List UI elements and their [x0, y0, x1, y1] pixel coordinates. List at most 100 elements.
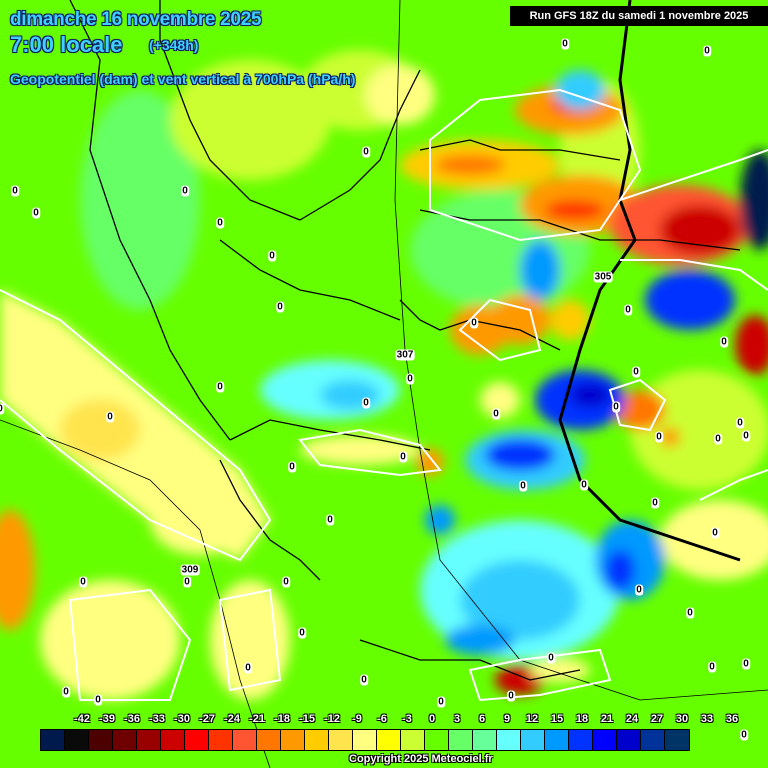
- coastline-thick: [558, 0, 741, 562]
- parameter-title: Geopotentiel (dam) et vent vertical à 70…: [10, 71, 356, 87]
- zero-label: 0: [183, 576, 191, 588]
- country-borders: [69, 0, 741, 681]
- zero-label: 0: [244, 662, 252, 674]
- zero-label: 0: [326, 514, 334, 526]
- legend-swatch: [329, 730, 353, 750]
- zero-label: 0: [268, 250, 276, 262]
- legend-tick: -27: [199, 713, 215, 725]
- zero-label: 0: [740, 729, 748, 741]
- zero-label: 0: [632, 366, 640, 378]
- legend-swatch: [353, 730, 377, 750]
- zero-label: 0: [561, 38, 569, 50]
- legend-swatch: [137, 730, 161, 750]
- legend-swatch: [281, 730, 305, 750]
- contour-label-309: 309: [180, 564, 200, 576]
- legend-swatch: [545, 730, 569, 750]
- legend-tick: -9: [352, 713, 362, 725]
- run-info-banner: Run GFS 18Z du samedi 1 novembre 2025: [510, 6, 768, 26]
- legend-tick: -33: [149, 713, 165, 725]
- legend-swatch: [65, 730, 89, 750]
- zero-label: 0: [655, 431, 663, 443]
- zero-label: 0: [11, 185, 19, 197]
- forecast-date: dimanche 16 novembre 2025: [10, 9, 262, 30]
- legend-tick: 30: [675, 713, 689, 725]
- zero-label: 0: [507, 690, 515, 702]
- legend-tick: 33: [700, 713, 714, 725]
- legend-swatch: [377, 730, 401, 750]
- legend-swatch: [401, 730, 425, 750]
- legend-swatch: [41, 730, 65, 750]
- zero-label: 0: [736, 417, 744, 429]
- legend-tick: -12: [324, 713, 340, 725]
- legend-tick: -24: [224, 713, 240, 725]
- zero-label: 0: [703, 45, 711, 57]
- legend-swatch: [185, 730, 209, 750]
- zero-label: 0: [437, 696, 445, 708]
- zero-label: 0: [216, 381, 224, 393]
- zero-label: 0: [282, 576, 290, 588]
- legend-tick: -39: [99, 713, 115, 725]
- zero-label: 0: [635, 584, 643, 596]
- zero-label: 0: [362, 397, 370, 409]
- legend-swatch: [473, 730, 497, 750]
- legend-tick: 24: [625, 713, 639, 725]
- zero-label: 0: [79, 576, 87, 588]
- legend-swatch: [497, 730, 521, 750]
- zero-label: 0: [742, 658, 750, 670]
- zero-label: 0: [362, 146, 370, 158]
- legend-tick: -3: [402, 713, 412, 725]
- legend-tick: -30: [174, 713, 190, 725]
- zero-label: 0: [32, 207, 40, 219]
- lead-time: (+348h): [149, 37, 199, 53]
- legend-swatch: [305, 730, 329, 750]
- legend-tick: -21: [249, 713, 265, 725]
- legend-ticks: -42 -39 -36 -33 -30 -27 -24 -21 -18 -15 -12 -9 -6 -3 0…: [40, 713, 740, 727]
- legend-tick: 27: [650, 713, 664, 725]
- zero-label: 0: [547, 652, 555, 664]
- contour-label-305: 305: [593, 271, 613, 283]
- legend-swatch: [161, 730, 185, 750]
- zero-label: 0: [106, 411, 114, 423]
- forecast-time: 7:00 locale: [10, 32, 123, 57]
- legend-swatch: [209, 730, 233, 750]
- legend-tick: 6: [478, 713, 486, 725]
- zero-label: 0: [288, 461, 296, 473]
- zero-label: 0: [276, 301, 284, 313]
- legend-tick: 9: [503, 713, 511, 725]
- legend-tick: 18: [575, 713, 589, 725]
- legend-tick: -36: [124, 713, 140, 725]
- legend-tick: 21: [600, 713, 614, 725]
- legend-swatch: [641, 730, 665, 750]
- zero-label: 0: [0, 403, 4, 415]
- legend-tick: -6: [377, 713, 387, 725]
- color-legend: [40, 729, 690, 751]
- zero-label: 0: [711, 527, 719, 539]
- zero-label: 0: [406, 373, 414, 385]
- legend-tick: -18: [274, 713, 290, 725]
- legend-swatch: [569, 730, 593, 750]
- zero-label: 0: [714, 433, 722, 445]
- zero-label: 0: [624, 304, 632, 316]
- zero-label: 0: [94, 694, 102, 706]
- legend-swatch: [257, 730, 281, 750]
- legend-swatch: [593, 730, 617, 750]
- zero-isolines: [0, 88, 768, 702]
- zero-label: 0: [742, 430, 750, 442]
- zero-label: 0: [492, 408, 500, 420]
- legend-tick: 12: [525, 713, 539, 725]
- legend-swatch: [113, 730, 137, 750]
- geopotential-contour-307: [394, 0, 768, 701]
- zero-label: 0: [298, 627, 306, 639]
- legend-swatch: [425, 730, 449, 750]
- legend-tick: -42: [74, 713, 90, 725]
- legend-tick: 3: [453, 713, 461, 725]
- contour-label-307: 307: [395, 349, 415, 361]
- zero-label: 0: [399, 451, 407, 463]
- legend-tick: 15: [550, 713, 564, 725]
- zero-label: 0: [580, 479, 588, 491]
- zero-label: 0: [216, 217, 224, 229]
- legend-tick: -15: [299, 713, 315, 725]
- zero-label: 0: [360, 674, 368, 686]
- zero-label: 0: [519, 480, 527, 492]
- legend-tick: 0: [428, 713, 436, 725]
